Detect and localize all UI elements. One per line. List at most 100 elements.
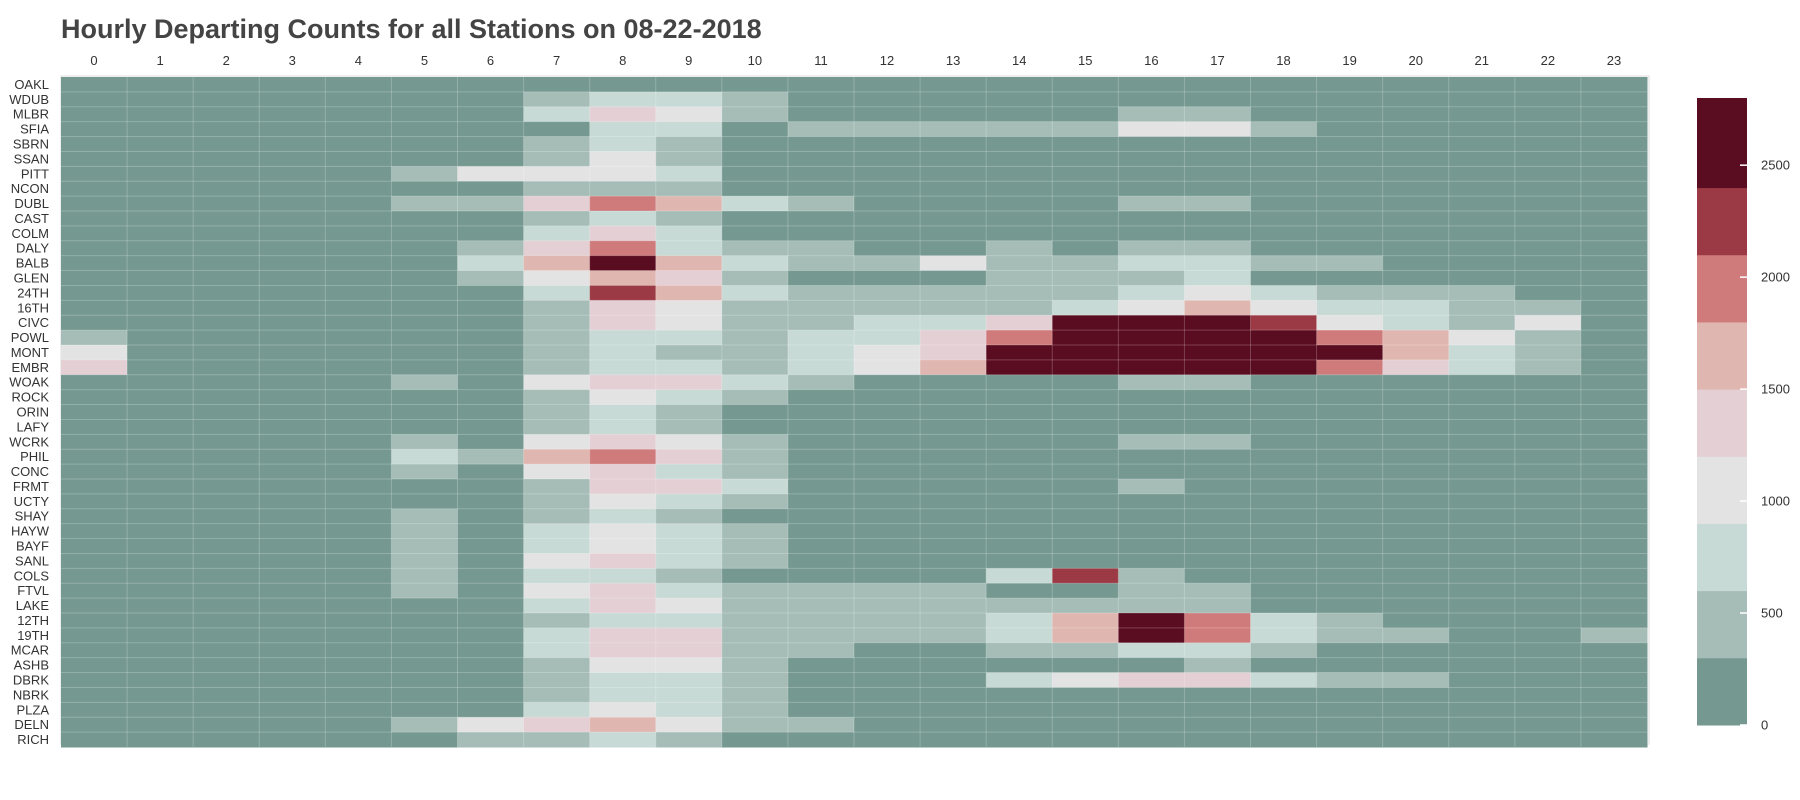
x-tick-label: 19 (1342, 53, 1356, 68)
heatmap-cell (1052, 196, 1119, 212)
heatmap-cell (1580, 404, 1648, 420)
heatmap-cell (1514, 508, 1582, 525)
heatmap-cell (61, 166, 128, 182)
heatmap-cell (854, 136, 921, 152)
heatmap-cell (986, 106, 1053, 123)
heatmap-cell (787, 732, 855, 748)
heatmap-cell (787, 181, 855, 197)
heatmap-cell (391, 538, 458, 554)
heatmap-cell (986, 91, 1053, 108)
heatmap-cell (259, 672, 326, 688)
heatmap-cell (787, 613, 855, 629)
heatmap-cell (523, 151, 591, 167)
heatmap-cell (1184, 479, 1251, 495)
heatmap-cell (61, 523, 128, 540)
heatmap-cell (1514, 642, 1582, 659)
y-tick-label: NCON (11, 181, 49, 196)
heatmap-cell (1184, 77, 1251, 93)
heatmap-cell (457, 285, 525, 301)
heatmap-cell (721, 479, 789, 495)
heatmap-cell (1250, 359, 1318, 376)
x-axis: 0 1 2 3 4 5 6 7 8 9 10 11 12 13 14 15 16 17 18 19 20 21 22 23 (90, 53, 1621, 68)
heatmap-cell (391, 389, 458, 406)
colorbar-tick-label: 1000 (1761, 494, 1790, 509)
heatmap-cell (1250, 345, 1318, 361)
heatmap-cell (1052, 434, 1119, 450)
colorbar-segment (1697, 523, 1747, 592)
heatmap-cell (127, 732, 194, 748)
heatmap-cell (127, 553, 194, 569)
heatmap-cell (325, 181, 392, 197)
heatmap-cell (1250, 91, 1318, 108)
y-tick-label: MCAR (11, 643, 49, 658)
heatmap-cell (1448, 687, 1516, 703)
y-tick-label: ROCK (11, 390, 49, 405)
heatmap-cell (1316, 166, 1384, 182)
heatmap-cell (1448, 374, 1516, 391)
heatmap-cell (1250, 687, 1318, 703)
heatmap-cell (589, 121, 657, 138)
heatmap-cell (1184, 330, 1251, 346)
heatmap-cell (1118, 553, 1185, 569)
heatmap-cell (854, 166, 921, 182)
heatmap-cell (1184, 270, 1251, 286)
heatmap-cell (193, 181, 260, 197)
heatmap-cell (854, 508, 921, 525)
heatmap-cell (325, 121, 392, 138)
heatmap-cell (457, 374, 525, 391)
heatmap-cell (721, 493, 789, 510)
heatmap-cell (193, 523, 260, 540)
heatmap-cell (721, 568, 789, 584)
heatmap-cell (1250, 434, 1318, 450)
heatmap-cell (523, 106, 591, 123)
heatmap-cell (1184, 732, 1251, 748)
heatmap-cell (1250, 627, 1318, 644)
heatmap-cell (589, 642, 657, 659)
heatmap-cell (61, 449, 128, 465)
heatmap-cell (920, 315, 987, 331)
heatmap-cell (1184, 106, 1251, 123)
heatmap-cell (325, 598, 392, 614)
heatmap-cell (193, 315, 260, 331)
heatmap-cell (325, 419, 392, 435)
heatmap-cell (986, 196, 1053, 212)
heatmap-cell (1316, 583, 1384, 599)
heatmap-cell (61, 136, 128, 152)
heatmap-cell (589, 300, 657, 316)
heatmap-cell (1580, 479, 1648, 495)
heatmap-cell (127, 404, 194, 420)
heatmap-cell (986, 657, 1053, 674)
heatmap-cell (655, 166, 723, 182)
heatmap-cell (1448, 255, 1516, 272)
heatmap-cell (721, 300, 789, 316)
heatmap-cell (1448, 583, 1516, 599)
heatmap-cell (986, 732, 1053, 748)
heatmap-cell (325, 657, 392, 674)
heatmap-cell (457, 642, 525, 659)
heatmap-cell (193, 419, 260, 435)
heatmap-cell (1514, 330, 1582, 346)
heatmap-cell (259, 508, 326, 525)
heatmap-cell (1118, 613, 1185, 629)
heatmap-cell (325, 493, 392, 510)
heatmap-cell (1184, 121, 1251, 138)
heatmap-cell (721, 732, 789, 748)
chart-title: Hourly Departing Counts for all Stations… (61, 14, 762, 44)
heatmap-cell (1448, 508, 1516, 525)
heatmap-cell (457, 717, 525, 733)
heatmap-cell (1184, 374, 1251, 391)
heatmap-cell (1382, 106, 1450, 123)
heatmap-cell (1118, 687, 1185, 703)
heatmap-cell (721, 255, 789, 272)
heatmap-cell (1448, 464, 1516, 480)
heatmap-cell (1514, 568, 1582, 584)
heatmap-cell (721, 434, 789, 450)
heatmap-cell (589, 568, 657, 584)
heatmap-cell (986, 493, 1053, 510)
heatmap-cell (61, 121, 128, 138)
heatmap-cell (391, 493, 458, 510)
heatmap-cell (457, 121, 525, 138)
heatmap-cell (61, 77, 128, 93)
heatmap-cell (1184, 389, 1251, 406)
heatmap-cell (1184, 449, 1251, 465)
